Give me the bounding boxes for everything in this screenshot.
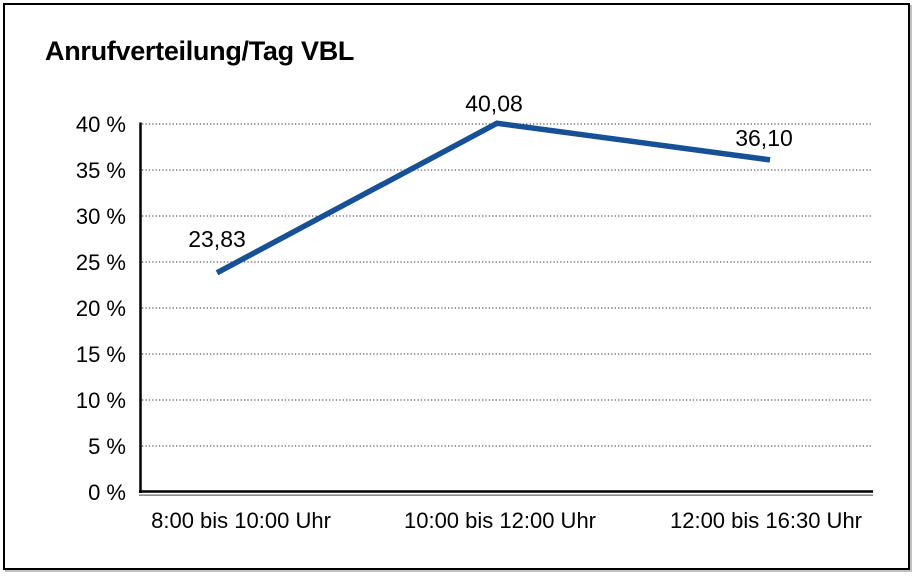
y-axis-tick-label: 35 % <box>76 158 126 183</box>
y-axis-tick-label: 20 % <box>76 296 126 321</box>
x-axis-category-label: 12:00 bis 16:30 Uhr <box>670 508 862 533</box>
data-point-label: 40,08 <box>465 90 523 116</box>
y-axis-tick-label: 25 % <box>76 250 126 275</box>
y-axis-tick-label: 15 % <box>76 342 126 367</box>
y-axis-tick-label: 10 % <box>76 388 126 413</box>
y-axis-tick-label: 30 % <box>76 204 126 229</box>
x-axis-category-label: 8:00 bis 10:00 Uhr <box>151 508 331 533</box>
series-line <box>215 120 771 276</box>
y-axis-tick-label: 0 % <box>88 480 126 505</box>
x-axis-category-label: 10:00 bis 12:00 Uhr <box>404 508 596 533</box>
y-axis-tick-label: 40 % <box>76 112 126 137</box>
data-point-label: 36,10 <box>735 125 793 151</box>
chart-frame: Anrufverteilung/Tag VBL <box>3 3 910 570</box>
data-point-label: 23,83 <box>188 226 246 252</box>
y-axis-tick-label: 5 % <box>88 434 126 459</box>
chart-title: Anrufverteilung/Tag VBL <box>45 36 355 66</box>
